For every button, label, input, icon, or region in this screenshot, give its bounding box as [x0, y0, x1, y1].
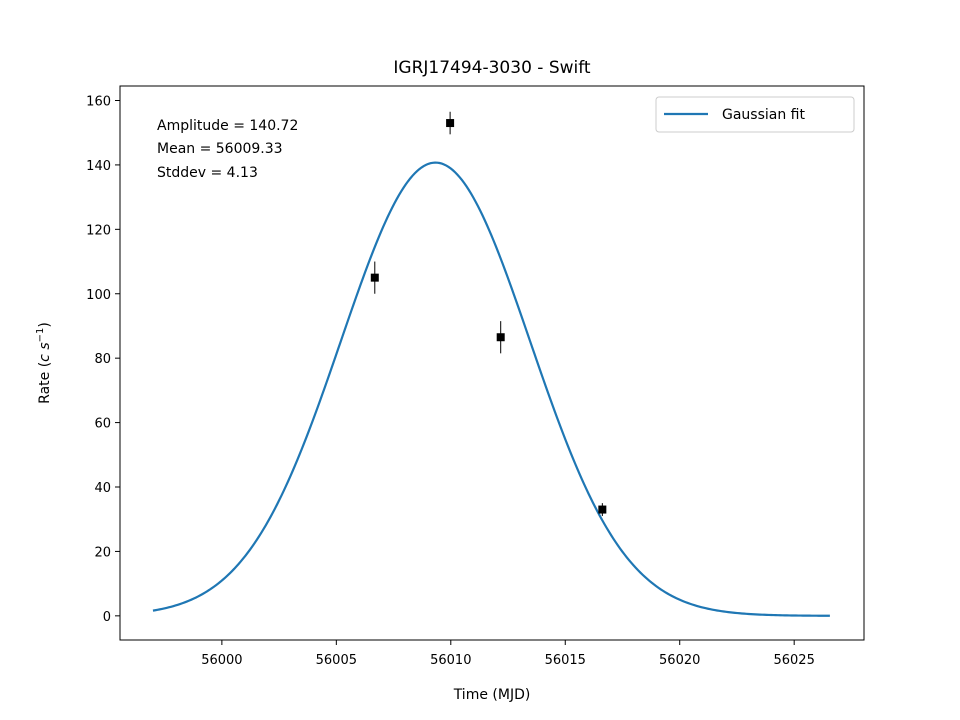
y-tick-label: 20	[94, 545, 111, 560]
data-point	[370, 273, 379, 282]
plot-frame	[119, 85, 865, 641]
fit-annotation: Amplitude = 140.72 Mean = 56009.33 Stdde…	[157, 118, 298, 181]
y-tick-label: 160	[86, 94, 111, 109]
x-tick-label: 56010	[430, 653, 471, 668]
data-point	[598, 505, 607, 514]
y-tick-label: 100	[86, 288, 111, 303]
annotation-stddev: Stddev = 4.13	[157, 165, 258, 181]
y-axis-ticks: 0 20 40 60 80 100 120 140 160	[86, 94, 120, 625]
x-tick-label: 56020	[659, 653, 700, 668]
y-tick-label: 120	[86, 223, 111, 238]
data-point	[446, 119, 455, 128]
x-tick-label: 56015	[545, 653, 586, 668]
y-axis-label-unit: c s	[37, 342, 53, 361]
legend-box	[655, 96, 855, 133]
y-tick-label: 140	[86, 159, 111, 174]
y-tick-label: 0	[103, 610, 111, 625]
gaussian-fit-line	[152, 161, 830, 617]
x-axis-ticks: 56000 56005 56010 56015 56020 56025	[201, 640, 815, 668]
chart-marks	[152, 111, 830, 617]
annotation-mean: Mean = 56009.33	[157, 141, 283, 157]
y-tick-label: 80	[94, 352, 111, 367]
y-tick-label: 40	[94, 481, 111, 496]
y-axis-label-suffix: )	[37, 322, 53, 327]
x-tick-label: 56000	[201, 653, 242, 668]
x-tick-label: 56025	[773, 653, 814, 668]
legend-label-gaussian-fit: Gaussian fit	[722, 107, 805, 123]
data-point	[496, 333, 505, 342]
y-axis-label: Rate (c s−1)	[35, 322, 53, 404]
legend: Gaussian fit	[655, 96, 855, 133]
annotation-amplitude: Amplitude = 140.72	[157, 118, 298, 134]
y-axis-label-prefix: Rate (	[37, 362, 53, 404]
y-axis-label-exponent: −1	[35, 328, 46, 343]
x-axis-label: Time (MJD)	[453, 687, 531, 703]
chart-title: IGRJ17494-3030 - Swift	[393, 58, 591, 78]
y-tick-label: 60	[94, 417, 111, 432]
x-tick-label: 56005	[316, 653, 357, 668]
